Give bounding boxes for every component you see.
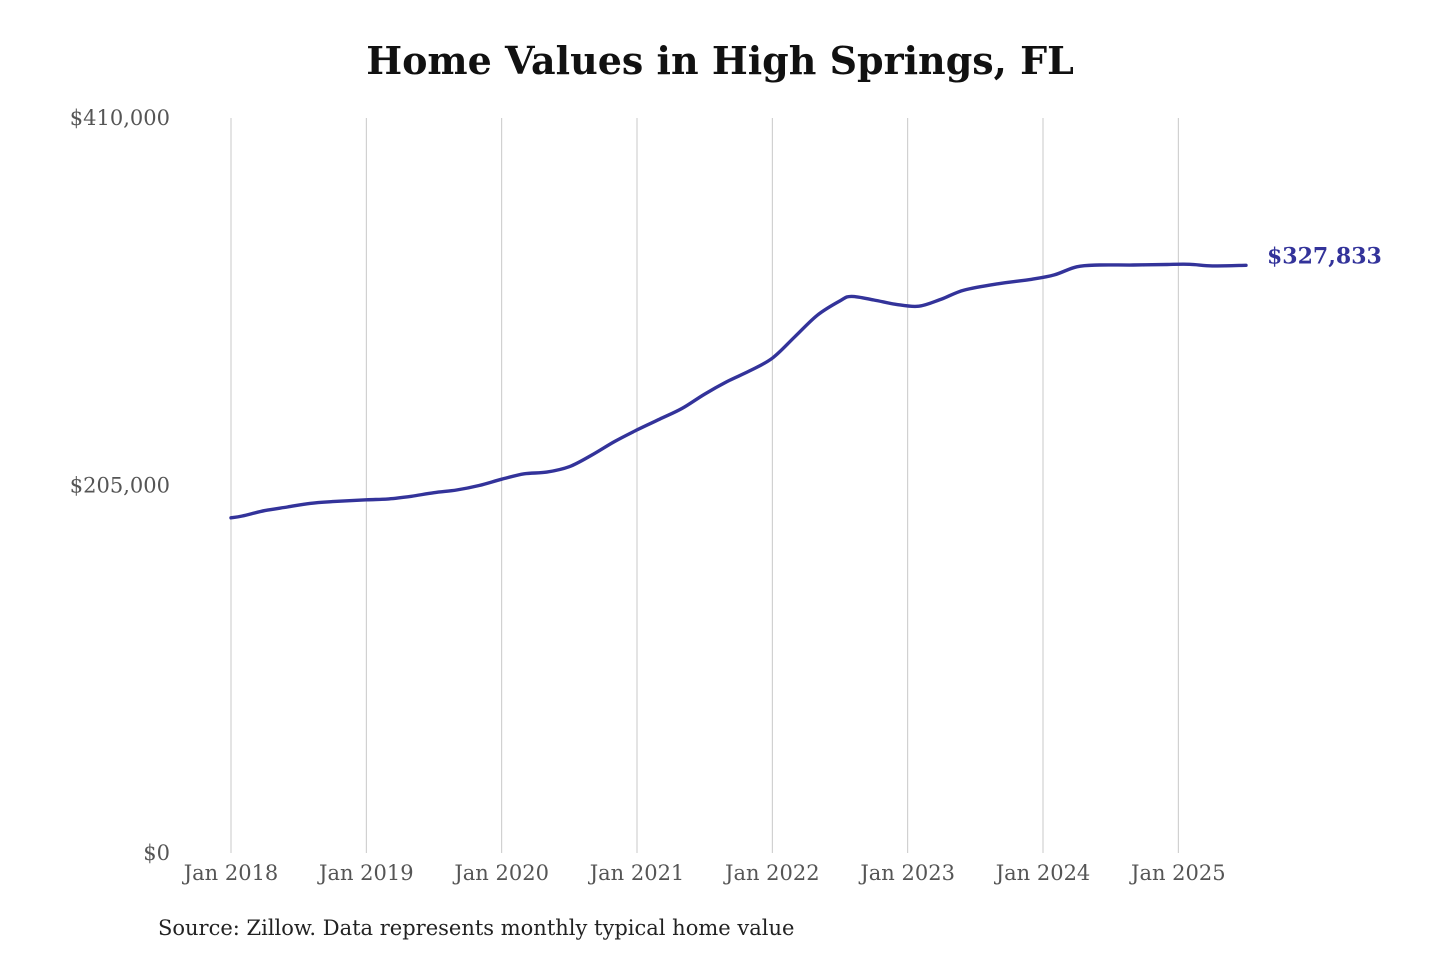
y-tick-label: $0 [143,841,170,865]
x-tick-label: Jan 2021 [588,861,685,885]
y-tick-label: $205,000 [70,474,170,498]
x-tick-label: Jan 2020 [452,861,549,885]
chart-title: Home Values in High Springs, FL [366,38,1074,83]
source-note: Source: Zillow. Data represents monthly … [158,916,795,940]
y-tick-label: $410,000 [70,106,170,130]
x-tick-label: Jan 2019 [317,861,414,885]
grid-lines [230,118,1179,853]
x-tick-label: Jan 2023 [858,861,955,885]
x-tick-label: Jan 2024 [994,861,1091,885]
y-axis-ticks: $0 $205,000 $410,000 [70,106,170,865]
home-value-line [229,262,1248,520]
x-tick-label: Jan 2022 [723,861,820,885]
x-axis-ticks: Jan 2018 Jan 2019 Jan 2020 Jan 2021 Jan 2022… [182,861,1226,885]
last-value-label: $327,833 [1267,243,1382,269]
x-tick-label: Jan 2018 [182,861,279,885]
x-tick-label: Jan 2025 [1129,861,1226,885]
